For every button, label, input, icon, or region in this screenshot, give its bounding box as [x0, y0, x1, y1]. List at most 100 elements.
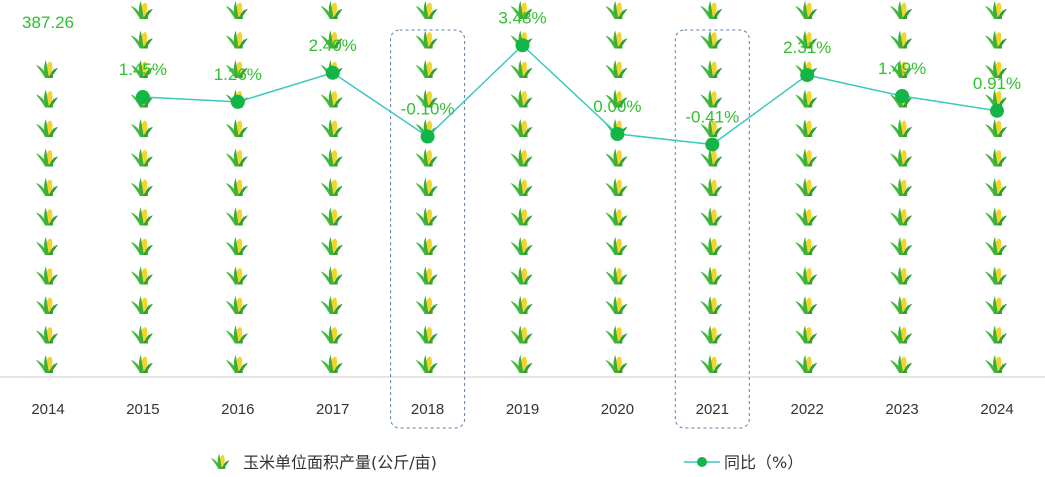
corn-plant-icon — [225, 148, 248, 167]
corn-plant-icon — [510, 89, 533, 108]
corn-plant-icon — [415, 30, 438, 49]
bar-2017 — [320, 1, 343, 373]
highlight-box — [390, 29, 466, 429]
corn-plant-icon — [320, 178, 343, 196]
corn-plant-icon — [890, 30, 913, 49]
corn-plant-icon — [700, 30, 723, 49]
yoy-point — [990, 103, 1004, 118]
corn-plant-icon — [36, 207, 58, 226]
yoy-point — [895, 89, 910, 104]
corn-plant-icon — [320, 89, 343, 108]
corn-plant-icon — [890, 325, 913, 344]
yoy-value-label: 1.26% — [214, 65, 262, 84]
x-tick-label: 2021 — [696, 401, 729, 418]
corn-plant-icon — [510, 178, 533, 196]
bar-2014 — [36, 60, 58, 373]
corn-plant-icon — [130, 355, 153, 373]
corn-plant-icon — [795, 89, 818, 108]
corn-plant-icon — [605, 355, 628, 373]
corn-plant-icon — [700, 60, 723, 78]
corn-plant-icon — [415, 325, 438, 344]
yoy-value-label: 0.00% — [593, 97, 641, 116]
corn-plant-icon — [605, 237, 628, 255]
corn-plant-icon — [700, 266, 723, 285]
legend-item-yield: 玉米单位面积产量(公斤/亩) — [210, 453, 437, 472]
corn-plant-icon — [510, 296, 533, 314]
corn-plant-icon — [510, 60, 533, 78]
corn-plant-icon — [320, 325, 343, 344]
corn-plant-icon — [320, 1, 343, 19]
corn-plant-icon — [795, 355, 818, 373]
corn-plant-icon — [415, 178, 438, 196]
yoy-value-label: 1.49% — [878, 59, 926, 78]
corn-plant-icon — [890, 296, 913, 314]
x-tick-label: 2017 — [316, 401, 349, 418]
corn-plant-icon — [605, 178, 628, 196]
yoy-value-label: -0.10% — [401, 100, 455, 119]
corn-plant-icon — [605, 266, 628, 285]
legend-marker-swatch — [697, 457, 707, 467]
corn-plant-icon — [700, 1, 723, 19]
bar-2019 — [510, 1, 533, 373]
corn-plant-icon — [605, 30, 628, 49]
corn-plant-icon — [605, 148, 628, 167]
corn-plant-icon — [36, 325, 58, 344]
corn-plant-icon — [700, 296, 723, 314]
corn-plant-icon — [510, 355, 533, 373]
corn-plant-icon — [225, 237, 248, 255]
corn-plant-icon — [795, 178, 818, 196]
corn-plant-icon — [130, 30, 153, 49]
corn-plant-icon — [415, 1, 438, 19]
corn-plant-icon — [225, 178, 248, 196]
x-tick-label: 2016 — [221, 401, 254, 418]
corn-plant-icon — [890, 178, 913, 196]
corn-plant-icon — [415, 355, 438, 373]
corn-plant-icon — [225, 355, 248, 373]
corn-plant-icon — [985, 266, 1007, 285]
corn-plant-icon — [795, 119, 818, 137]
corn-plant-icon — [605, 207, 628, 226]
x-tick-label: 2015 — [126, 401, 159, 418]
corn-plant-icon — [130, 148, 153, 167]
corn-plant-icon — [320, 296, 343, 314]
corn-plant-icon — [510, 119, 533, 137]
corn-plant-icon — [795, 325, 818, 344]
corn-plant-icon — [320, 148, 343, 167]
bar-2023 — [890, 1, 913, 373]
yoy-value-label: 3.48% — [498, 8, 546, 27]
corn-plant-icon — [225, 1, 248, 19]
corn-plant-icon — [700, 355, 723, 373]
corn-plant-icon — [320, 355, 343, 373]
corn-plant-icon — [320, 237, 343, 255]
corn-plant-icon — [605, 296, 628, 314]
corn-plant-icon — [415, 207, 438, 226]
corn-plant-icon — [795, 148, 818, 167]
x-tick-label: 2024 — [980, 401, 1013, 418]
bar-2015 — [130, 1, 153, 373]
x-tick-label: 2023 — [885, 401, 918, 418]
corn-plant-icon — [130, 296, 153, 314]
yoy-point — [325, 65, 340, 80]
x-tick-label: 2022 — [791, 401, 824, 418]
corn-plant-icon — [700, 207, 723, 226]
corn-plant-icon — [985, 207, 1007, 226]
corn-plant-icon — [795, 266, 818, 285]
corn-plant-icon — [510, 237, 533, 255]
yoy-point — [135, 90, 150, 105]
corn-plant-icon — [36, 296, 58, 314]
corn-plant-icon — [510, 325, 533, 344]
corn-plant-icon — [795, 237, 818, 255]
corn-plant-icon — [130, 325, 153, 344]
legend-label-yoy: 同比（%） — [724, 453, 803, 472]
yoy-value-label: 2.31% — [783, 38, 831, 57]
legend-label-yield: 玉米单位面积产量(公斤/亩) — [243, 453, 437, 472]
yoy-point — [515, 38, 530, 53]
corn-plant-icon — [225, 266, 248, 285]
corn-plant-icon — [700, 237, 723, 255]
yoy-value-label: 1.45% — [119, 60, 167, 79]
yoy-value-label: 0.91% — [973, 74, 1021, 93]
corn-plant-icon — [415, 296, 438, 314]
corn-plant-icon — [890, 119, 913, 137]
corn-plant-icon — [795, 1, 818, 19]
corn-plant-icon — [36, 119, 58, 137]
